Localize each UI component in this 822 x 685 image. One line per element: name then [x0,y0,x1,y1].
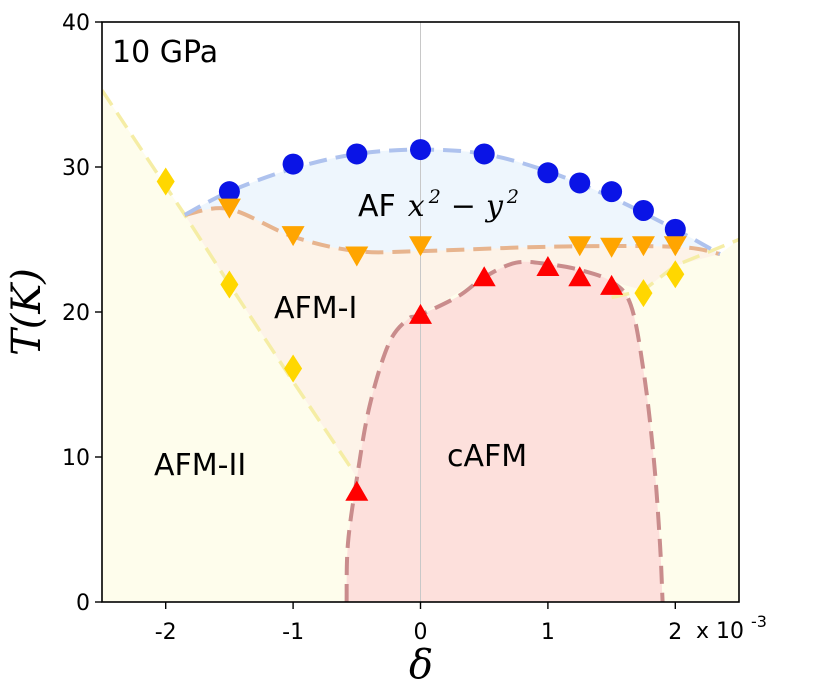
y-axis-label: T(K) [4,268,50,356]
region-cafm-fill [346,261,663,602]
label-afm-ii: AFM-II [154,448,246,483]
x-tick-label-4: 2 [668,620,682,645]
data-markers [156,139,687,501]
boundary-af-x2y2 [183,147,721,256]
marker-triangle-up-0 [345,480,369,501]
y-tick-label-3: 30 [62,156,90,181]
marker-circle-4 [473,143,495,165]
marker-circle-1 [282,153,304,175]
boundary-afm-i [184,206,721,256]
marker-circle-3 [410,139,431,161]
marker-triangle-up-1 [409,303,432,324]
x-tick-label-0: -2 [155,620,177,645]
marker-triangle-down-0 [217,198,241,219]
marker-circle-5 [537,162,559,184]
marker-triangle-down-2 [345,246,369,267]
marker-triangle-down-1 [281,226,305,247]
x-scale-factor: x 10 -3 [696,612,767,644]
marker-circle-0 [218,181,240,203]
label-af-x: x [408,189,425,224]
x-axis-ticks: -2 -1 0 1 2 [155,602,682,645]
label-cafm: cAFM [447,439,527,474]
marker-triangle-down-6 [631,236,655,257]
label-af-prefix: AF [358,189,396,224]
label-afm-i: AFM-I [274,291,357,326]
marker-triangle-down-3 [409,236,432,257]
marker-triangle-up-5 [600,274,624,295]
y-tick-label-2: 20 [62,301,90,326]
marker-diamond-0 [156,167,175,196]
marker-triangle-down-7 [663,236,687,257]
boundary-afm-ii-right [611,237,739,300]
y-axis-label-text: T(K) [4,268,50,356]
marker-circle-8 [632,200,654,221]
marker-triangle-up-3 [536,256,560,277]
marker-triangle-down-4 [568,236,592,257]
marker-diamond-4 [666,260,685,289]
marker-diamond-1 [220,270,239,299]
marker-triangle-down-5 [600,237,624,258]
label-af-y: y [484,189,504,224]
x-scale-exponent: -3 [751,612,767,631]
label-af-sup2: 2 [506,186,519,208]
y-axis-ticks: 0 10 20 30 40 [62,11,102,616]
label-af-minus: − [451,189,476,224]
marker-circle-9 [664,218,686,240]
marker-circle-6 [569,172,591,194]
x-axis-label: δ [409,642,433,685]
x-scale-base: x 10 [696,619,744,644]
x-tick-label-3: 1 [541,620,555,645]
marker-diamond-3 [634,279,653,308]
marker-circle-7 [601,181,623,203]
marker-diamond-2 [284,354,303,383]
y-tick-label-0: 0 [76,591,90,616]
region-af-x2y2-fill [184,149,720,254]
y-tick-label-1: 10 [62,446,90,471]
marker-triangle-up-2 [472,266,496,287]
chart-title: 10 GPa [112,35,218,70]
y-tick-label-4: 40 [62,11,90,36]
marker-circle-2 [346,143,368,165]
x-tick-label-1: -1 [282,620,304,645]
label-af-sup1: 2 [428,186,441,208]
x-tick-label-2: 0 [414,620,428,645]
label-af-x2-y2: AF x 2 − y 2 [358,186,519,224]
marker-triangle-up-4 [568,266,592,287]
